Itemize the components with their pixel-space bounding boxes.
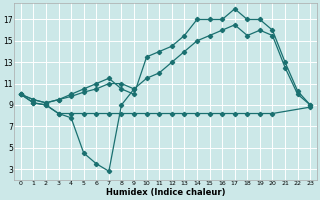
X-axis label: Humidex (Indice chaleur): Humidex (Indice chaleur)	[106, 188, 225, 197]
